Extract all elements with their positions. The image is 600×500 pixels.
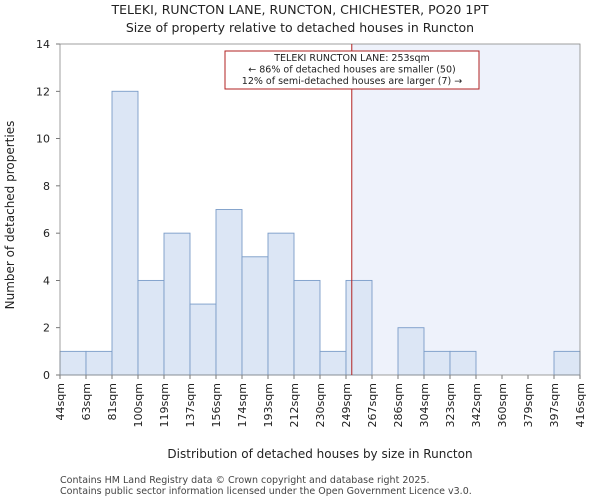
- chart-title: TELEKI, RUNCTON LANE, RUNCTON, CHICHESTE…: [111, 2, 489, 17]
- annotation-line-1: TELEKI RUNCTON LANE: 253sqm: [273, 53, 430, 64]
- bar-119sqm: [163, 232, 191, 376]
- x-tick-label: 193sqm: [262, 383, 275, 427]
- x-tick-label: 249sqm: [340, 383, 353, 427]
- x-tick-label: 230sqm: [314, 383, 327, 427]
- bar-193sqm: [267, 232, 295, 376]
- y-tick-label: 10: [36, 133, 50, 146]
- bar-137sqm: [189, 303, 217, 376]
- y-tick-label: 8: [43, 180, 50, 193]
- annotation-line-2: ← 86% of detached houses are smaller (50…: [248, 65, 455, 76]
- annotation-line-3: 12% of semi-detached houses are larger (…: [242, 76, 462, 87]
- y-tick-label: 14: [36, 38, 50, 51]
- bar-249sqm: [345, 279, 373, 376]
- y-tick-label: 2: [43, 322, 50, 335]
- y-tick-label: 6: [43, 227, 50, 240]
- annotation-box: [224, 50, 480, 90]
- y-tick-label: 0: [43, 369, 50, 382]
- x-tick-label: 342sqm: [470, 383, 483, 427]
- x-tick-label: 397sqm: [548, 383, 561, 427]
- x-tick-label: 100sqm: [132, 383, 145, 427]
- x-tick-label: 379sqm: [522, 383, 535, 427]
- larger-region-highlight: [351, 44, 580, 375]
- x-tick-label: 137sqm: [184, 383, 197, 427]
- x-tick-label: 267sqm: [366, 383, 379, 427]
- bar-212sqm: [293, 279, 321, 376]
- bar-286sqm: [397, 327, 425, 376]
- x-tick-label: 323sqm: [444, 383, 457, 427]
- x-axis-label: Distribution of detached houses by size …: [167, 447, 472, 461]
- y-tick-label: 12: [36, 85, 50, 98]
- bar-100sqm: [137, 279, 165, 376]
- bar-156sqm: [215, 209, 243, 376]
- bar-63sqm: [85, 350, 113, 376]
- bar-81sqm: [111, 90, 139, 376]
- bar-230sqm: [319, 350, 347, 376]
- x-tick-label: 63sqm: [80, 383, 93, 420]
- bar-397sqm: [553, 350, 581, 376]
- plot-frame: [59, 43, 581, 376]
- x-tick-label: 174sqm: [236, 383, 249, 427]
- x-tick-label: 212sqm: [288, 383, 301, 427]
- chart-subtitle: Size of property relative to detached ho…: [126, 20, 474, 35]
- y-axis-label: Number of detached properties: [3, 121, 17, 310]
- y-tick-label: 4: [43, 274, 50, 287]
- x-tick-label: 304sqm: [418, 383, 431, 427]
- x-tick-label: 360sqm: [496, 383, 509, 427]
- x-tick-label: 416sqm: [574, 383, 587, 427]
- x-tick-label: 156sqm: [210, 383, 223, 427]
- bar-174sqm: [241, 256, 269, 376]
- bar-304sqm: [423, 350, 451, 376]
- bar-323sqm: [449, 350, 477, 376]
- bar-44sqm: [59, 350, 87, 376]
- x-tick-label: 286sqm: [392, 383, 405, 427]
- x-tick-label: 119sqm: [158, 383, 171, 427]
- x-tick-label: 44sqm: [54, 383, 67, 420]
- footer-line-1: Contains HM Land Registry data © Crown c…: [60, 475, 430, 486]
- footer-line-2: Contains public sector information licen…: [60, 486, 472, 497]
- x-tick-label: 81sqm: [106, 383, 119, 420]
